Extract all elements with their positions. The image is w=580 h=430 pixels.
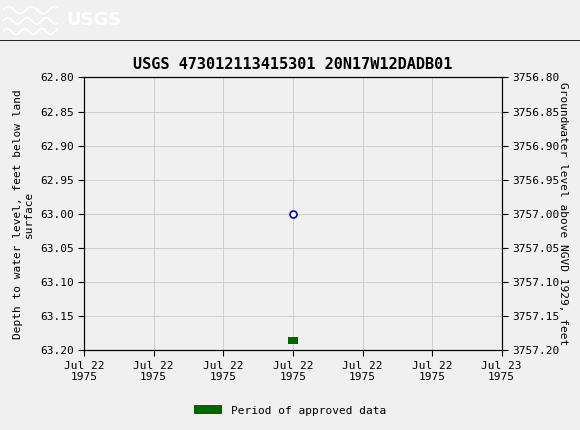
Legend: Period of approved data: Period of approved data [190, 401, 390, 420]
Text: USGS: USGS [67, 11, 122, 29]
Y-axis label: Depth to water level, feet below land
surface: Depth to water level, feet below land su… [13, 89, 34, 339]
Bar [288, 337, 298, 344]
Y-axis label: Groundwater level above NGVD 1929, feet: Groundwater level above NGVD 1929, feet [558, 82, 568, 346]
Title: USGS 473012113415301 20N17W12DADB01: USGS 473012113415301 20N17W12DADB01 [133, 57, 452, 72]
